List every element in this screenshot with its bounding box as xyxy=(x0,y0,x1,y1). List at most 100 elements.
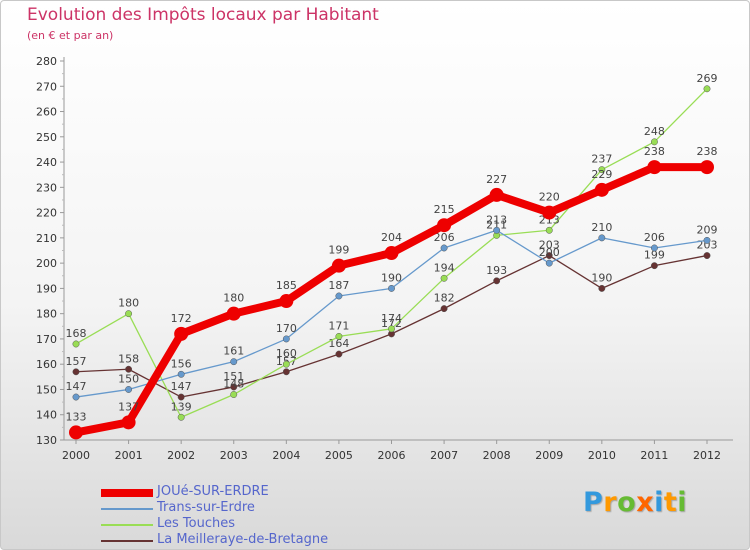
data-label: 137 xyxy=(118,400,139,413)
data-point xyxy=(72,340,80,348)
data-label: 172 xyxy=(381,317,402,330)
data-point xyxy=(437,218,452,233)
data-point xyxy=(440,274,448,282)
data-label: 156 xyxy=(171,357,192,370)
legend-label: JOUé-SUR-ERDRE xyxy=(157,484,269,499)
y-tick-label: 230 xyxy=(36,181,57,194)
data-label: 210 xyxy=(591,221,612,234)
x-tick-label: 2009 xyxy=(535,449,563,462)
data-point xyxy=(388,284,395,292)
data-point xyxy=(545,226,553,234)
data-point xyxy=(650,138,658,146)
x-tick-label: 2004 xyxy=(272,449,300,462)
data-point xyxy=(703,236,711,244)
logo-letter: P xyxy=(583,487,604,518)
y-tick-label: 200 xyxy=(36,257,57,270)
y-tick-label: 190 xyxy=(36,282,57,295)
data-label: 161 xyxy=(223,345,244,358)
y-tick-label: 130 xyxy=(36,434,57,447)
data-label: 157 xyxy=(66,355,87,368)
data-label: 187 xyxy=(328,279,349,292)
data-label: 168 xyxy=(66,327,87,340)
data-point xyxy=(703,85,711,93)
logo-letter: r xyxy=(603,487,618,518)
x-tick-label: 2012 xyxy=(693,449,721,462)
data-point xyxy=(226,306,241,321)
legend-item: JOUé-SUR-ERDRE xyxy=(101,484,401,501)
x-tick-label: 2003 xyxy=(220,449,248,462)
data-label: 190 xyxy=(381,271,402,284)
data-point xyxy=(545,259,553,267)
data-point xyxy=(174,326,189,341)
y-tick-label: 270 xyxy=(36,80,57,93)
data-point xyxy=(440,244,448,252)
data-point xyxy=(69,425,83,440)
data-point xyxy=(279,294,294,309)
legend-swatch xyxy=(101,489,153,497)
data-point xyxy=(493,226,501,234)
y-tick-label: 260 xyxy=(36,106,57,119)
data-label: 215 xyxy=(434,203,455,216)
chart-title: Evolution des Impôts locaux par Habitant xyxy=(27,5,379,25)
data-point xyxy=(700,160,714,175)
y-tick-label: 250 xyxy=(36,131,57,144)
y-tick-label: 140 xyxy=(36,409,57,422)
data-label: 248 xyxy=(644,125,665,138)
data-label: 139 xyxy=(171,400,192,413)
y-tick-label: 160 xyxy=(36,358,57,371)
y-tick-label: 220 xyxy=(36,207,57,220)
data-label: 238 xyxy=(644,145,665,158)
data-point xyxy=(230,358,238,366)
data-point xyxy=(230,391,238,398)
data-point xyxy=(703,252,711,260)
data-label: 209 xyxy=(697,223,718,236)
y-tick-label: 180 xyxy=(36,308,57,321)
x-tick-label: 2001 xyxy=(115,449,143,462)
data-label: 269 xyxy=(697,72,718,85)
data-point xyxy=(335,350,343,358)
y-tick-label: 150 xyxy=(36,383,57,396)
data-label: 238 xyxy=(697,145,718,158)
x-tick-label: 2011 xyxy=(640,449,668,462)
legend-swatch xyxy=(101,540,153,542)
data-point xyxy=(542,205,557,220)
data-label: 158 xyxy=(118,352,139,365)
data-point xyxy=(331,258,346,273)
data-point xyxy=(650,262,658,270)
data-label: 182 xyxy=(434,292,455,305)
data-label: 133 xyxy=(66,410,87,423)
data-label: 229 xyxy=(591,168,612,181)
data-label: 211 xyxy=(486,218,507,231)
data-point xyxy=(647,160,662,175)
data-point xyxy=(598,234,606,242)
data-label: 180 xyxy=(223,292,244,305)
y-tick-label: 170 xyxy=(36,333,57,346)
data-point xyxy=(125,365,133,373)
data-label: 204 xyxy=(381,231,402,244)
data-label: 199 xyxy=(328,244,349,257)
data-point xyxy=(650,244,658,252)
data-label: 227 xyxy=(486,173,507,186)
logo-letter: o xyxy=(617,487,637,518)
data-point xyxy=(177,393,185,401)
data-point xyxy=(335,292,343,300)
x-tick-label: 2007 xyxy=(430,449,458,462)
data-label: 172 xyxy=(171,312,192,325)
data-point xyxy=(177,413,185,421)
data-label: 160 xyxy=(276,347,297,360)
x-tick-label: 2000 xyxy=(62,449,90,462)
x-tick-label: 2002 xyxy=(167,449,195,462)
data-point xyxy=(282,360,290,368)
data-point xyxy=(72,393,80,401)
data-point xyxy=(489,187,504,202)
data-point xyxy=(388,325,395,333)
legend-label: Trans-sur-Erdre xyxy=(157,500,255,515)
x-tick-label: 2005 xyxy=(325,449,353,462)
data-label: 200 xyxy=(539,246,560,259)
x-tick-label: 2010 xyxy=(588,449,616,462)
data-point xyxy=(493,277,501,285)
y-tick-label: 280 xyxy=(36,55,57,68)
legend-item: Les Touches xyxy=(101,516,401,533)
data-label: 193 xyxy=(486,264,507,277)
